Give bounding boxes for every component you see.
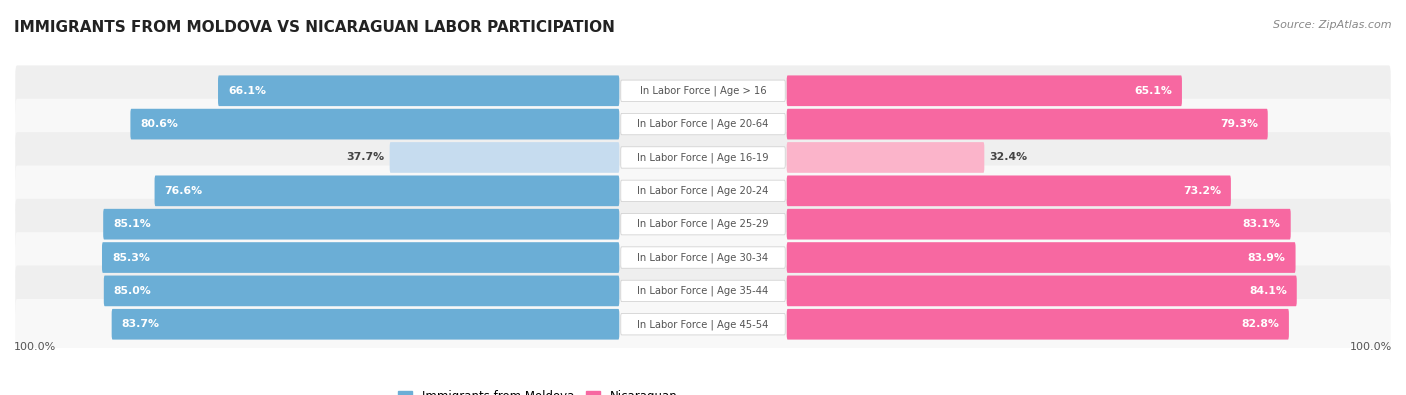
Text: 100.0%: 100.0% — [14, 342, 56, 352]
FancyBboxPatch shape — [787, 309, 1289, 340]
Text: 83.7%: 83.7% — [122, 319, 160, 329]
Text: In Labor Force | Age 45-54: In Labor Force | Age 45-54 — [637, 319, 769, 329]
Text: In Labor Force | Age 20-64: In Labor Force | Age 20-64 — [637, 119, 769, 130]
FancyBboxPatch shape — [111, 309, 619, 340]
FancyBboxPatch shape — [787, 276, 1296, 306]
FancyBboxPatch shape — [787, 142, 984, 173]
Text: In Labor Force | Age > 16: In Labor Force | Age > 16 — [640, 85, 766, 96]
Text: 32.4%: 32.4% — [990, 152, 1028, 162]
FancyBboxPatch shape — [15, 199, 1391, 250]
FancyBboxPatch shape — [218, 75, 619, 106]
FancyBboxPatch shape — [15, 232, 1391, 283]
FancyBboxPatch shape — [15, 299, 1391, 350]
FancyBboxPatch shape — [621, 147, 785, 168]
Text: In Labor Force | Age 16-19: In Labor Force | Age 16-19 — [637, 152, 769, 163]
FancyBboxPatch shape — [15, 66, 1391, 116]
FancyBboxPatch shape — [103, 209, 619, 239]
FancyBboxPatch shape — [131, 109, 619, 139]
FancyBboxPatch shape — [103, 242, 619, 273]
Legend: Immigrants from Moldova, Nicaraguan: Immigrants from Moldova, Nicaraguan — [394, 385, 682, 395]
Text: 66.1%: 66.1% — [228, 86, 266, 96]
FancyBboxPatch shape — [787, 75, 1182, 106]
FancyBboxPatch shape — [621, 80, 785, 102]
Text: In Labor Force | Age 20-24: In Labor Force | Age 20-24 — [637, 186, 769, 196]
FancyBboxPatch shape — [15, 132, 1391, 183]
Text: 65.1%: 65.1% — [1135, 86, 1173, 96]
Text: IMMIGRANTS FROM MOLDOVA VS NICARAGUAN LABOR PARTICIPATION: IMMIGRANTS FROM MOLDOVA VS NICARAGUAN LA… — [14, 20, 614, 35]
FancyBboxPatch shape — [621, 280, 785, 301]
Text: 84.1%: 84.1% — [1249, 286, 1286, 296]
Text: 73.2%: 73.2% — [1182, 186, 1220, 196]
FancyBboxPatch shape — [155, 175, 619, 206]
FancyBboxPatch shape — [787, 242, 1295, 273]
Text: In Labor Force | Age 30-34: In Labor Force | Age 30-34 — [637, 252, 769, 263]
FancyBboxPatch shape — [621, 247, 785, 268]
Text: 37.7%: 37.7% — [346, 152, 384, 162]
FancyBboxPatch shape — [15, 166, 1391, 216]
FancyBboxPatch shape — [621, 214, 785, 235]
FancyBboxPatch shape — [621, 314, 785, 335]
Text: 76.6%: 76.6% — [165, 186, 202, 196]
Text: 100.0%: 100.0% — [1350, 342, 1392, 352]
Text: 82.8%: 82.8% — [1241, 319, 1279, 329]
FancyBboxPatch shape — [787, 175, 1230, 206]
FancyBboxPatch shape — [104, 276, 619, 306]
Text: 85.1%: 85.1% — [112, 219, 150, 229]
Text: In Labor Force | Age 25-29: In Labor Force | Age 25-29 — [637, 219, 769, 229]
FancyBboxPatch shape — [15, 265, 1391, 316]
Text: 83.9%: 83.9% — [1247, 252, 1285, 263]
Text: 79.3%: 79.3% — [1220, 119, 1258, 129]
FancyBboxPatch shape — [389, 142, 619, 173]
Text: 85.0%: 85.0% — [114, 286, 152, 296]
Text: 80.6%: 80.6% — [141, 119, 179, 129]
FancyBboxPatch shape — [787, 109, 1268, 139]
FancyBboxPatch shape — [15, 99, 1391, 149]
Text: 83.1%: 83.1% — [1243, 219, 1281, 229]
Text: In Labor Force | Age 35-44: In Labor Force | Age 35-44 — [637, 286, 769, 296]
Text: Source: ZipAtlas.com: Source: ZipAtlas.com — [1274, 20, 1392, 30]
FancyBboxPatch shape — [787, 209, 1291, 239]
Text: 85.3%: 85.3% — [112, 252, 150, 263]
FancyBboxPatch shape — [621, 113, 785, 135]
FancyBboxPatch shape — [621, 180, 785, 201]
